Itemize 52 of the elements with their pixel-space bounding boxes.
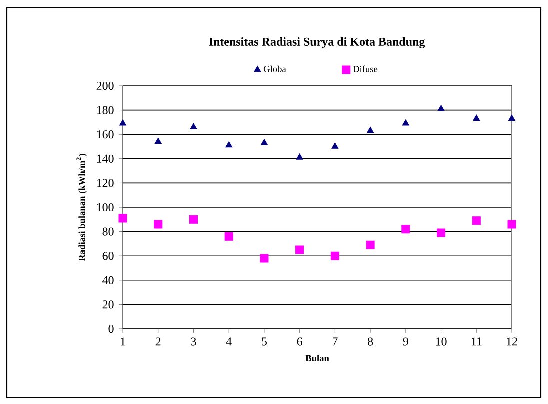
point: [402, 120, 410, 126]
point: [118, 214, 128, 223]
point: [260, 254, 269, 263]
point: [154, 138, 162, 144]
point: [366, 240, 375, 250]
x-tick-label: 3: [191, 338, 196, 346]
y-tick-label: 0: [108, 324, 114, 334]
x-tick-label: 5: [262, 338, 267, 346]
y-tick-label: 40: [102, 276, 114, 284]
x-tick-label: 10: [436, 338, 447, 346]
point: [154, 220, 163, 229]
point: [367, 126, 374, 134]
point: [190, 123, 198, 130]
y-tick-label: 100: [97, 203, 114, 212]
x-tick-label: 9: [403, 338, 408, 346]
point: [472, 216, 481, 226]
point: [332, 142, 339, 149]
point: [330, 252, 340, 260]
y-tick-label: 80: [102, 228, 114, 236]
x-tick-label: 4: [226, 338, 232, 346]
x-tick-label: 6: [297, 338, 302, 346]
point: [260, 139, 268, 146]
point: [402, 225, 410, 234]
point: [473, 114, 480, 121]
legend-label: Difuse: [353, 66, 378, 72]
x-tick-label: 2: [156, 338, 161, 346]
y-tick-label: 140: [97, 154, 114, 163]
y-tick-label: 20: [102, 300, 114, 309]
x-tick-label: 12: [507, 338, 518, 346]
chart-title: Intensitas Radiasi Surya di Kota Bandung: [209, 38, 426, 48]
y-tick-label: 60: [102, 252, 114, 260]
point: [296, 154, 304, 160]
point: [438, 105, 445, 112]
point: [508, 220, 516, 229]
point: [226, 142, 233, 148]
x-tick-label: 7: [332, 338, 338, 346]
y-axis-title: Radiasi bulanan (kWh/m$^{2}$): [76, 154, 88, 262]
x-tick-label: 8: [368, 338, 374, 346]
point: [296, 246, 304, 254]
y-tick-label: 180: [97, 106, 114, 114]
y-tick-label: 160: [97, 130, 114, 139]
x-tick-label: 1: [121, 338, 126, 346]
legend-label: Globa: [264, 66, 286, 72]
y-tick-label: 200: [96, 82, 114, 90]
point: [508, 114, 516, 121]
point: [189, 215, 198, 224]
point: [224, 232, 234, 241]
point: [437, 228, 446, 238]
x-axis-title: Bulan: [306, 354, 330, 362]
x-tick-label: 11: [472, 338, 482, 346]
point: [120, 120, 127, 126]
y-tick-label: 120: [97, 179, 114, 188]
